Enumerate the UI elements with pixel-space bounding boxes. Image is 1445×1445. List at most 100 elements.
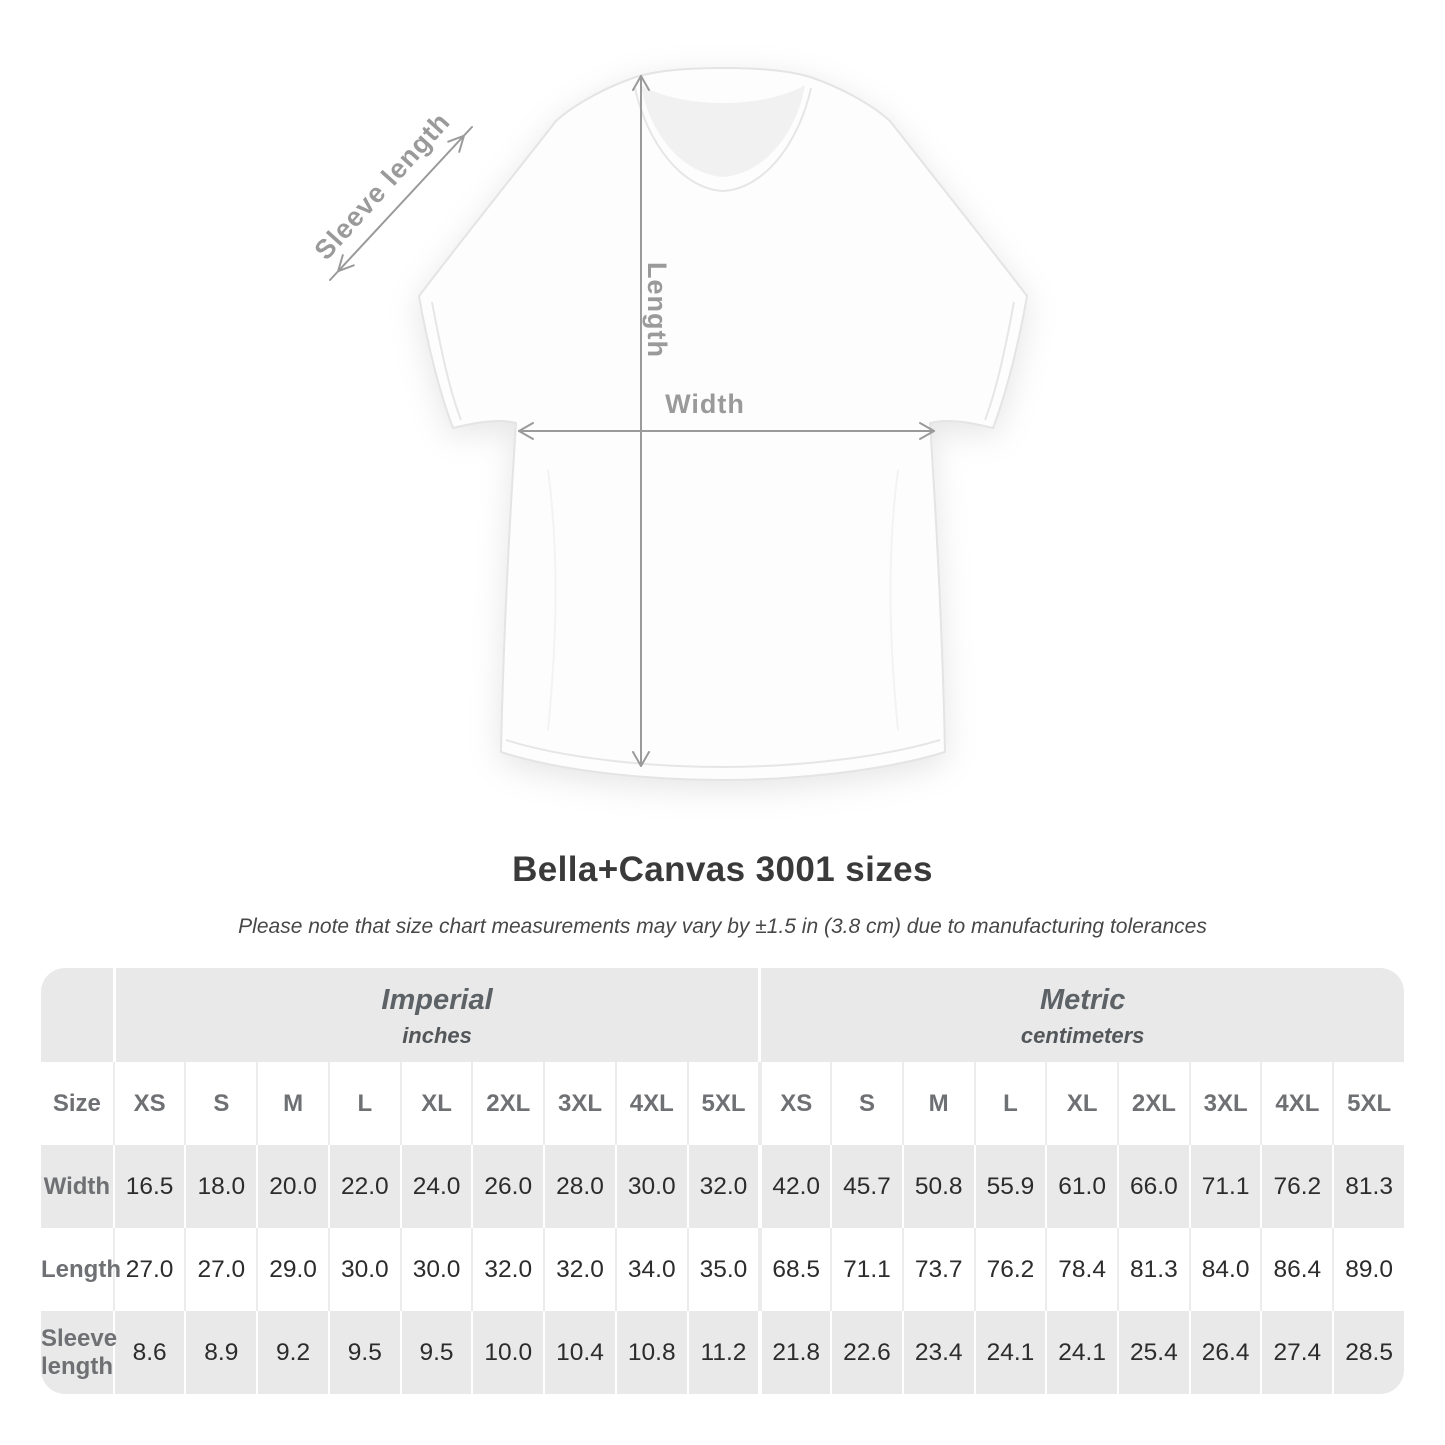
value-cell-imperial: 30.0	[327, 1228, 400, 1311]
value-cell-metric: 81.3	[1332, 1145, 1404, 1228]
value-cell-imperial: 32.0	[471, 1228, 544, 1311]
width-label: Width	[665, 389, 745, 419]
value-cell-metric: 21.8	[758, 1311, 831, 1394]
size-header-metric-5xl: 5XL	[1332, 1062, 1404, 1145]
value-cell-imperial: 22.0	[327, 1145, 400, 1228]
imperial-label: Imperial	[381, 983, 493, 1016]
value-cell-metric: 71.1	[830, 1228, 902, 1311]
size-header-metric-s: S	[830, 1062, 902, 1145]
size-header-metric-3xl: 3XL	[1188, 1062, 1261, 1145]
size-header-metric-xs: XS	[758, 1062, 831, 1145]
imperial-header: Imperial inches	[112, 968, 759, 1062]
value-cell-metric: 76.2	[973, 1228, 1046, 1311]
value-cell-metric: 28.5	[1332, 1311, 1404, 1394]
tshirt-diagram: Sleeve length Length Width	[309, 67, 1028, 781]
size-header-imperial-s: S	[184, 1062, 257, 1145]
value-cell-metric: 25.4	[1117, 1311, 1189, 1394]
size-header-imperial-5xl: 5XL	[686, 1062, 759, 1145]
value-cell-metric: 68.5	[758, 1228, 831, 1311]
value-cell-metric: 78.4	[1045, 1228, 1118, 1311]
tshirt-image	[418, 67, 1028, 781]
size-header-row: Size XS S M L XL 2XL 3XL 4XL 5XL XS S M L XL 2XL 3XL 4XL 5…	[41, 1062, 1404, 1145]
metric-sublabel: centimeters	[1020, 1023, 1145, 1049]
value-cell-imperial: 29.0	[256, 1228, 328, 1311]
length-label: Length	[642, 262, 672, 358]
value-cell-metric: 66.0	[1117, 1145, 1189, 1228]
value-cell-imperial: 30.0	[399, 1228, 472, 1311]
imperial-sublabel: inches	[402, 1023, 472, 1049]
value-cell-imperial: 8.9	[184, 1311, 257, 1394]
metric-header: Metric centimeters	[758, 968, 1404, 1062]
value-cell-imperial: 32.0	[686, 1145, 759, 1228]
value-cell-metric: 76.2	[1260, 1145, 1333, 1228]
value-cell-imperial: 18.0	[184, 1145, 257, 1228]
tolerance-note: Please note that size chart measurements…	[238, 915, 1207, 938]
size-column-header: Size	[41, 1062, 113, 1145]
size-header-metric-l: L	[973, 1062, 1046, 1145]
row-label: Sleeve length	[41, 1311, 117, 1394]
value-cell-metric: 45.7	[830, 1145, 902, 1228]
sleeve-length-label: Sleeve length	[309, 106, 456, 265]
collar-opening	[641, 85, 805, 177]
value-cell-metric: 24.1	[1045, 1311, 1118, 1394]
value-cell-imperial: 30.0	[614, 1145, 687, 1228]
size-header-imperial-4xl: 4XL	[614, 1062, 687, 1145]
size-header-metric-xl: XL	[1045, 1062, 1118, 1145]
table-row-width: Width 16.5 18.0 20.0 22.0 24.0 26.0 28.0 30.0 32.…	[41, 1145, 1404, 1228]
value-cell-imperial: 24.0	[399, 1145, 472, 1228]
value-cell-metric: 73.7	[901, 1228, 974, 1311]
value-cell-metric: 27.4	[1260, 1311, 1333, 1394]
value-cell-imperial: 27.0	[112, 1228, 185, 1311]
table-row-sleeve-length: Sleeve length 8.6 8.9 9.2 9.5 9.5 10.0 10.4 10.8…	[41, 1311, 1404, 1394]
size-header-metric-2xl: 2XL	[1117, 1062, 1189, 1145]
value-cell-metric: 23.4	[901, 1311, 974, 1394]
value-cell-imperial: 10.4	[543, 1311, 615, 1394]
size-chart-body: Width 16.5 18.0 20.0 22.0 24.0 26.0 28.0 30.0 32.…	[41, 1145, 1404, 1394]
value-cell-imperial: 26.0	[471, 1145, 544, 1228]
size-header-imperial-3xl: 3XL	[543, 1062, 615, 1145]
value-cell-imperial: 28.0	[543, 1145, 615, 1228]
value-cell-imperial: 16.5	[112, 1145, 185, 1228]
row-label: Width	[41, 1145, 113, 1228]
value-cell-imperial: 34.0	[614, 1228, 687, 1311]
unit-band-row: Imperial inches Metric centimeters	[41, 968, 1404, 1062]
size-header-imperial-2xl: 2XL	[471, 1062, 544, 1145]
value-cell-imperial: 10.8	[614, 1311, 687, 1394]
value-cell-metric: 86.4	[1260, 1228, 1333, 1311]
value-cell-imperial: 27.0	[184, 1228, 257, 1311]
value-cell-imperial: 11.2	[686, 1311, 759, 1394]
table-row-length: Length 27.0 27.0 29.0 30.0 30.0 32.0 32.0 34.0 35…	[41, 1228, 1404, 1311]
value-cell-metric: 81.3	[1117, 1228, 1189, 1311]
value-cell-metric: 26.4	[1188, 1311, 1261, 1394]
value-cell-imperial: 32.0	[543, 1228, 615, 1311]
value-cell-metric: 42.0	[758, 1145, 831, 1228]
size-header-imperial-l: L	[327, 1062, 400, 1145]
metric-label: Metric	[1039, 983, 1126, 1016]
value-cell-metric: 22.6	[830, 1311, 902, 1394]
size-header-metric-m: M	[901, 1062, 974, 1145]
value-cell-imperial: 20.0	[256, 1145, 328, 1228]
value-cell-metric: 61.0	[1045, 1145, 1118, 1228]
value-cell-imperial: 9.5	[327, 1311, 400, 1394]
length-arrow	[632, 75, 650, 767]
size-header-imperial-xl: XL	[399, 1062, 472, 1145]
page-title: Bella+Canvas 3001 sizes	[512, 850, 933, 889]
size-header-imperial-xs: XS	[112, 1062, 185, 1145]
value-cell-metric: 24.1	[973, 1311, 1046, 1394]
row-label: Length	[41, 1228, 121, 1311]
value-cell-metric: 71.1	[1188, 1145, 1261, 1228]
value-cell-imperial: 8.6	[112, 1311, 185, 1394]
value-cell-metric: 89.0	[1332, 1228, 1404, 1311]
sleeve-length-arrow	[329, 126, 473, 281]
band-corner-cell	[41, 968, 113, 1062]
value-cell-imperial: 35.0	[686, 1228, 759, 1311]
value-cell-imperial: 10.0	[471, 1311, 544, 1394]
value-cell-metric: 84.0	[1188, 1228, 1261, 1311]
value-cell-imperial: 9.5	[399, 1311, 472, 1394]
value-cell-metric: 50.8	[901, 1145, 974, 1228]
size-chart-table: Imperial inches Metric centimeters Size X…	[41, 968, 1404, 1394]
size-header-metric-4xl: 4XL	[1260, 1062, 1333, 1145]
value-cell-imperial: 9.2	[256, 1311, 328, 1394]
size-chart-table-wrap: Imperial inches Metric centimeters Size X…	[41, 968, 1404, 1394]
